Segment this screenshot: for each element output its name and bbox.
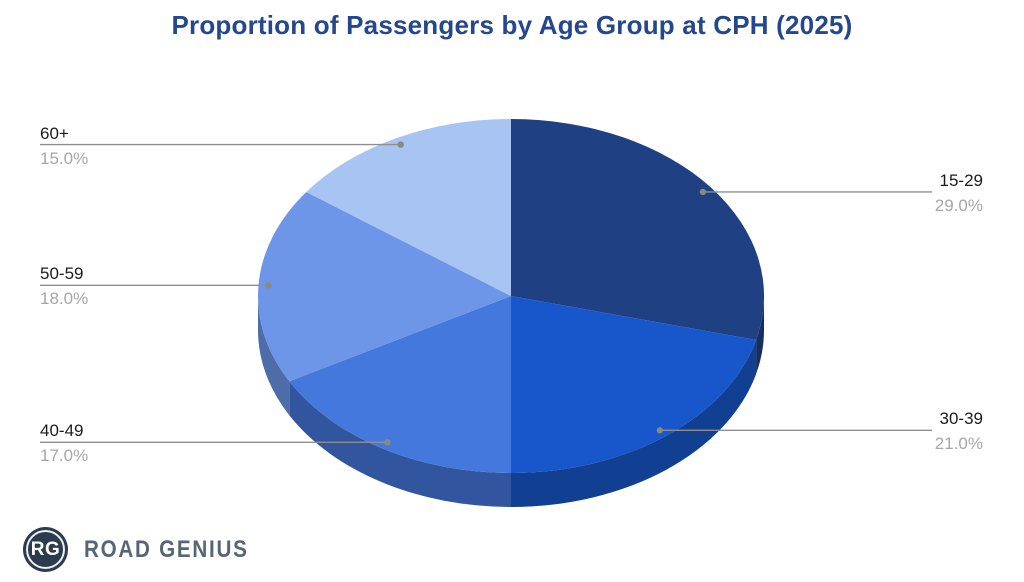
pie-slice-60plus	[306, 119, 511, 296]
pie-slice-50-59	[257, 192, 511, 382]
slice-percentage: 18.0%	[40, 289, 89, 308]
rg-badge-icon: RG	[23, 527, 68, 572]
leader-dot-50-59	[265, 282, 272, 289]
leader-dot-30-39	[656, 427, 664, 434]
chart-title: Proportion of Passengers by Age Group at…	[171, 10, 853, 40]
leader-dot-40-49	[384, 439, 391, 446]
leader-dot-60plus	[397, 141, 404, 148]
pie-slice-30-39	[511, 296, 757, 473]
slice-percentage: 21.0%	[934, 434, 983, 453]
slice-percentage: 17.0%	[40, 446, 89, 465]
slice-percentage: 29.0%	[934, 196, 983, 215]
pie-side-50-59	[258, 296, 290, 416]
leader-dot-15-29	[699, 188, 707, 196]
pie-slice-40-49	[289, 296, 511, 474]
label-group-15-29: 15-29 29.0%	[935, 171, 983, 216]
rg-badge-text: RG	[30, 538, 61, 560]
slice-label: 40-49	[40, 421, 84, 440]
pie-side-15-29	[756, 296, 765, 374]
label-group-60plus: 60+ 15.0%	[40, 124, 88, 169]
road-genius-logo: RG ROAD GENIUS	[23, 527, 275, 572]
slice-label: 15-29	[939, 171, 983, 190]
road-genius-wordmark: ROAD GENIUS	[84, 535, 249, 563]
label-group-50-59: 50-59 18.0%	[40, 264, 88, 309]
slice-label: 60+	[40, 124, 69, 143]
slice-label: 50-59	[40, 264, 84, 283]
pie-side-30-39	[511, 340, 757, 507]
slice-percentage: 15.0%	[40, 149, 89, 168]
label-group-30-39: 30-39 21.0%	[935, 409, 983, 454]
slice-label: 30-39	[939, 409, 983, 428]
label-group-40-49: 40-49 17.0%	[40, 421, 88, 466]
pie-side-40-49	[289, 381, 511, 507]
pie-slice-15-29	[511, 119, 765, 340]
